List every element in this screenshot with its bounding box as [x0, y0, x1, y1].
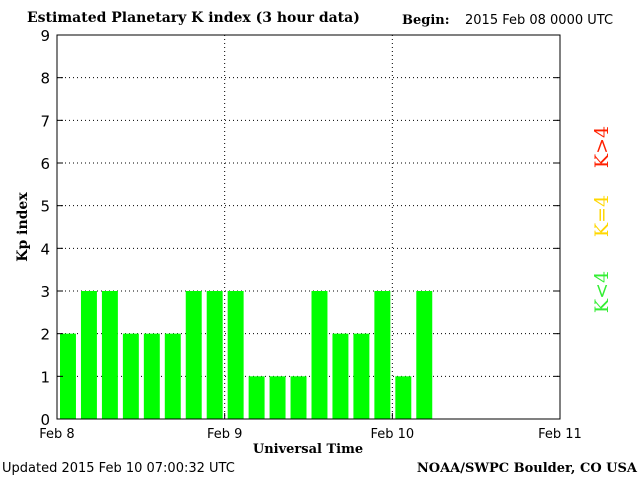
kp-bar — [60, 333, 76, 419]
begin-label: Begin: — [402, 13, 450, 28]
x-tick-label: Feb 8 — [39, 427, 74, 442]
kp-bar — [227, 291, 244, 419]
x-axis-label: Universal Time — [253, 442, 363, 457]
kp-bar — [122, 333, 139, 419]
updated-timestamp: Updated 2015 Feb 10 07:00:32 UTC — [2, 461, 235, 476]
legend-item: K>4 — [591, 126, 613, 168]
chart-title: Estimated Planetary K index (3 hour data… — [27, 10, 360, 26]
kp-bar — [101, 291, 118, 419]
y-axis-ticks: 0 1 2 3 4 5 6 7 8 9 — [40, 27, 560, 429]
y-tick-label: 0 — [40, 411, 50, 429]
kp-bar — [395, 376, 412, 419]
kp-bar — [332, 333, 349, 419]
y-tick-label: 2 — [40, 326, 50, 344]
y-tick-label: 7 — [40, 112, 50, 130]
kp-bar — [374, 291, 391, 419]
y-tick-label: 5 — [40, 198, 50, 216]
kp-bar — [353, 333, 370, 419]
plot-frame — [56, 34, 561, 420]
x-axis-ticks: Feb 8 Feb 9 Feb 10 Feb 11 — [39, 413, 582, 442]
y-axis-label: Kp index — [15, 192, 31, 262]
x-tick-label: Feb 9 — [207, 427, 242, 442]
kp-bar — [185, 291, 202, 419]
legend-item: K=4 — [591, 195, 613, 237]
credit-text: NOAA/SWPC Boulder, CO USA — [416, 461, 637, 476]
kp-bar — [311, 291, 328, 419]
kp-bar — [290, 376, 307, 419]
y-tick-label: 9 — [40, 27, 50, 45]
x-tick-label: Feb 11 — [538, 427, 582, 442]
y-tick-label: 3 — [40, 283, 50, 301]
bar-series — [60, 291, 433, 419]
x-tick-label: Feb 10 — [370, 427, 414, 442]
kp-bar — [80, 291, 97, 419]
begin-value: 2015 Feb 08 0000 UTC — [465, 13, 614, 28]
grid-lines — [57, 35, 560, 419]
kp-bar — [248, 376, 265, 419]
y-tick-label: 8 — [40, 70, 50, 88]
kp-bar — [164, 333, 181, 419]
kp-bar — [143, 333, 160, 419]
y-tick-label: 6 — [40, 155, 50, 173]
y-tick-label: 1 — [40, 368, 50, 386]
legend: K>4 K=4 K<4 — [591, 126, 613, 313]
kp-bar — [269, 376, 286, 419]
kp-bar — [416, 291, 433, 419]
kp-bar — [206, 291, 223, 419]
legend-item: K<4 — [591, 271, 613, 313]
y-tick-label: 4 — [40, 240, 50, 258]
